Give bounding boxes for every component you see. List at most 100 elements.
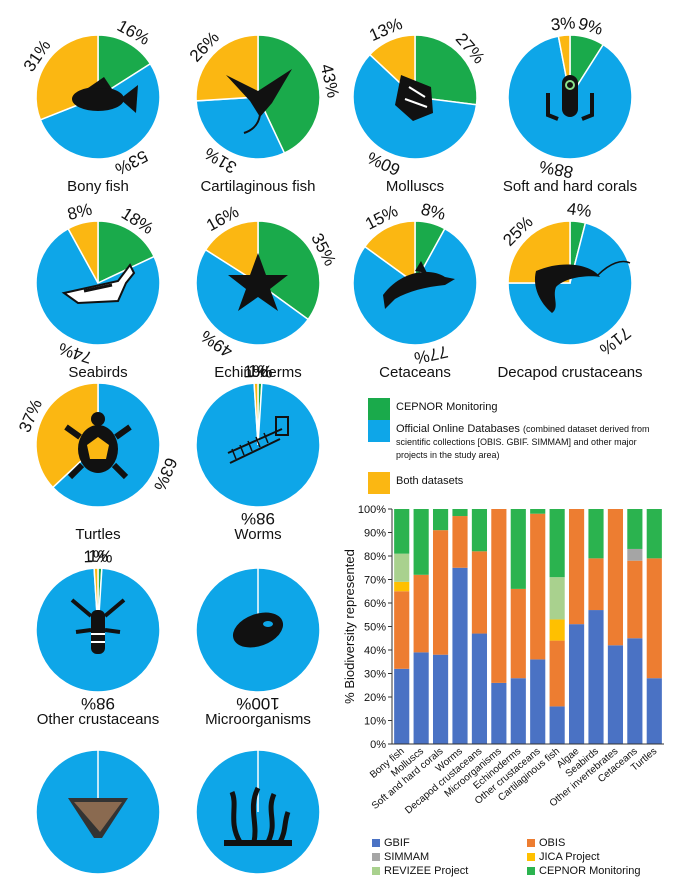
bar-legend-simmam: SIMMAM	[372, 851, 429, 863]
y-tick-label: 0%	[370, 739, 386, 751]
pie-title-other-crustaceans: Other crustaceans	[37, 711, 160, 728]
bar-legend-cepnor-monitoring: CEPNOR Monitoring	[527, 865, 640, 877]
pie-title-microorganisms: Microorganisms	[205, 711, 311, 728]
bar-cetaceans-gbif	[627, 638, 643, 744]
pie-title-echinoderms: Echinoderms	[214, 364, 302, 381]
bar-seabirds-obis	[588, 558, 604, 611]
pie-bony-fish: 16%53%31%Bony fish	[20, 16, 161, 195]
pie-legend: CEPNOR Monitoring Official Online Databa…	[368, 398, 668, 494]
pie-slice-worms-2	[253, 382, 259, 446]
bar-other-crustaceans-gbif	[530, 659, 546, 744]
bar-seabirds-gbif	[588, 610, 604, 744]
bar-legend-swatch	[527, 853, 535, 862]
bar-bony-fish-cepnor-monitoring	[394, 509, 410, 554]
legend-both: Both datasets	[368, 472, 668, 494]
pie-title-cetaceans: Cetaceans	[379, 364, 451, 381]
bar-cetaceans-simmam	[627, 548, 643, 561]
pie-seabirds: 18%74%8%Seabirds	[35, 200, 161, 381]
y-tick-label: 90%	[364, 528, 386, 540]
pie-pct-other-crustaceans-0: 1%	[88, 547, 113, 567]
pie-title-worms: Worms	[234, 526, 281, 543]
bar-turtles-gbif	[646, 678, 662, 744]
pie-slice-cetaceans-2	[363, 220, 416, 285]
bar-other-crustaceans-obis	[530, 513, 546, 660]
bar-bony-fish-gbif	[394, 668, 410, 744]
pie-title-molluscs: Molluscs	[386, 178, 444, 195]
bar-legend-label: SIMMAM	[384, 851, 430, 863]
bar-molluscs-gbif	[413, 652, 429, 744]
y-axis-label: % Biodiversity represented	[342, 549, 357, 704]
bar-turtles-obis	[646, 558, 662, 679]
pie-other-crustaceans: 1% 98% 1% Other crustaceans	[35, 547, 161, 728]
pie-pct-soft-and-hard-corals-2: 3%	[550, 13, 576, 34]
pie-decapod-crustaceans: 4%71%25%Decapod crustaceans	[497, 199, 642, 381]
pie-soft-and-hard-corals: 9%88%3%Soft and hard corals	[503, 13, 637, 195]
bar-microorganisms-gbif	[491, 682, 507, 744]
bar-cartilaginous-fish-revizee-project	[549, 577, 565, 620]
pie-echinoderms: 35%49%16%Echinoderms	[195, 202, 340, 381]
pie-title-decapod-crustaceans: Decapod crustaceans	[497, 364, 642, 381]
bar-legend-gbif: GBIF	[372, 837, 410, 849]
dolphin-icon	[383, 261, 455, 309]
pie-slice-bony-fish-1	[39, 62, 161, 160]
bar-worms-obis	[452, 516, 468, 568]
legend-label-official-wrap: Official Online Databases (combined data…	[396, 420, 668, 462]
coral-icon	[546, 75, 594, 121]
stacked-bar-chart: 0% 10% 20% 30% 40% 50% 60% 70% 80% 90% 100% % Biodi…	[342, 504, 664, 816]
pie-slice-decapod-crustaceans-1	[507, 222, 633, 346]
y-tick-label: 80%	[364, 551, 386, 563]
pie-molluscs: 27%60%13%Molluscs	[352, 14, 489, 195]
legend-label-both: Both datasets	[396, 475, 464, 487]
pie-other-invertebrates: 100%Other invertebrates	[35, 749, 161, 880]
legend-official: Official Online Databases (combined data…	[368, 420, 668, 466]
pie-slice-echinoderms-0	[257, 220, 321, 321]
bar-decapod-crustaceans-obis	[471, 551, 488, 634]
bar-cetaceans-cepnor-monitoring	[627, 509, 643, 549]
legend-swatch-both	[368, 472, 390, 494]
pie-pct-worms-0: 1%	[248, 362, 273, 382]
y-tick-label: 20%	[364, 692, 386, 704]
pie-pct-cetaceans-0: 8%	[419, 200, 448, 225]
shrimp-icon	[534, 260, 631, 313]
bar-other-crustaceans-cepnor-monitoring	[530, 509, 546, 514]
bar-bony-fish-revizee-project	[394, 553, 410, 582]
pie-slice-echinoderms-2	[204, 220, 259, 285]
pie-slice-seabirds-2	[67, 220, 99, 284]
bar-cartilaginous-fish-gbif	[549, 706, 565, 744]
legend-swatch-official	[368, 420, 390, 442]
pie-title-cartilaginous-fish: Cartilaginous fish	[200, 178, 315, 195]
bar-seabirds-cepnor-monitoring	[588, 509, 604, 559]
ray-icon	[226, 69, 292, 134]
bar-microorganisms-obis	[491, 509, 507, 683]
bar-legend-label: CEPNOR Monitoring	[539, 865, 641, 877]
legend-swatch-cepnor	[368, 398, 390, 420]
pie-slice-seabirds-0	[97, 220, 156, 285]
bar-legend-swatch	[527, 839, 535, 848]
pie-title-bony-fish: Bony fish	[67, 178, 129, 195]
microbe-icon	[232, 612, 284, 648]
bar-legend-label: REVIZEE Project	[384, 865, 469, 877]
pie-microorganisms: 100%Microorganisms	[195, 567, 321, 728]
pie-pct-worms-2: 1%	[243, 362, 268, 382]
bar-algae-obis	[568, 509, 585, 625]
legend-cepnor: CEPNOR Monitoring	[368, 398, 668, 420]
pie-pct-other-crustaceans-1: 98%	[81, 694, 115, 713]
bar-cartilaginous-fish-cepnor-monitoring	[549, 509, 565, 578]
bar-other-invertebrates-obis	[607, 509, 624, 646]
bird-icon	[61, 263, 136, 305]
bar-soft-and-hard-corals-gbif	[432, 654, 449, 744]
bar-molluscs-cepnor-monitoring	[413, 509, 429, 575]
pie-turtles: 63%37%Turtles	[15, 382, 181, 543]
bar-echinoderms-obis	[510, 588, 526, 679]
algae-icon	[224, 786, 292, 846]
bar-decapod-crustaceans-cepnor-monitoring	[471, 509, 488, 552]
bar-legend-obis: OBIS	[527, 837, 565, 849]
pie-title-turtles: Turtles	[75, 526, 120, 543]
pie-pct-seabirds-2: 8%	[65, 200, 94, 225]
bar-legend-swatch	[372, 853, 380, 862]
bar-turtles-cepnor-monitoring	[646, 509, 662, 559]
bar-other-invertebrates-gbif	[607, 645, 624, 744]
bar-legend-swatch	[527, 867, 535, 876]
pie-cartilaginous-fish: 43%31%26%Cartilaginous fish	[186, 28, 343, 195]
